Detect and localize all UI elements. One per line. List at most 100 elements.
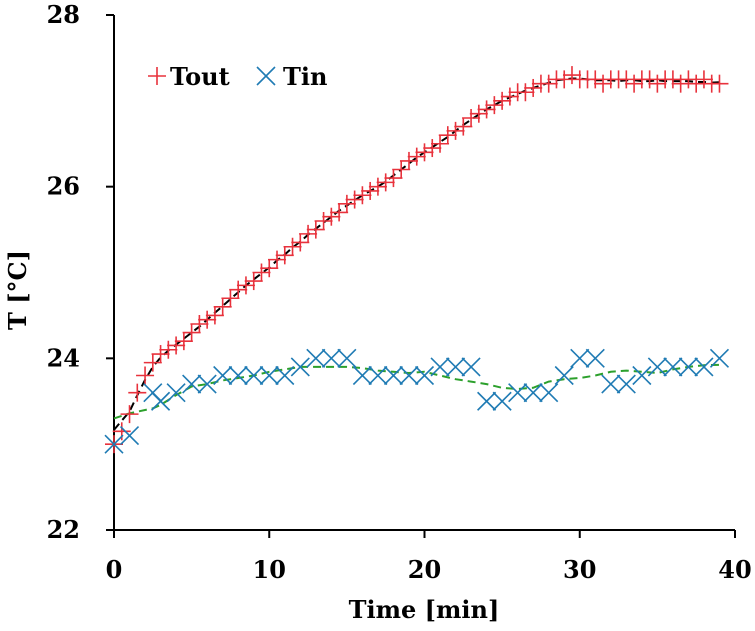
data-point-tout [353,186,372,205]
data-point-tout [399,151,418,170]
data-point-tin [477,391,497,411]
trend-line-tout [113,77,720,431]
data-point-tout [500,87,519,106]
data-point-tin [104,434,124,454]
data-point-tout [679,70,698,89]
x-tick-label: 30 [563,555,596,584]
data-point-tout [306,220,325,239]
data-point-tout [594,74,613,93]
data-point-tout [252,263,271,282]
data-point-tout [299,224,318,243]
data-point-tout [392,160,411,179]
legend-label-tin: Tin [283,62,327,91]
data-point-tout [524,78,543,97]
legend-marker-tout [148,67,166,85]
data-point-tout [136,366,155,385]
data-point-tin [182,374,202,394]
data-point-tout [229,280,248,299]
data-markers [104,66,730,454]
y-tick-label: 26 [47,172,80,201]
data-point-tin [290,357,310,377]
data-point-tout [345,190,364,209]
data-point-tout [151,345,170,364]
data-point-tin [445,357,466,377]
data-point-tout [516,83,535,102]
data-point-tout [337,194,356,213]
data-point-tin [616,374,636,394]
data-point-tin [321,348,341,368]
x-tick-label: 20 [408,555,441,584]
legend-label-tout: Tout [170,62,230,91]
data-point-tin [275,365,295,386]
x-axis-title: Time [min] [349,595,500,624]
data-point-tout [454,117,473,136]
data-point-tout [663,70,682,89]
data-point-tout [322,207,341,226]
data-point-tout [167,336,186,355]
data-point-tout [330,203,349,222]
data-point-tout [236,276,255,295]
data-point-tout [671,74,690,93]
data-point-tin [678,357,698,377]
data-point-tout [198,310,217,329]
data-point-tout [205,306,224,325]
y-tick-label: 22 [47,515,80,544]
trend-line-tin [113,363,720,420]
data-point-tin [554,365,574,386]
data-point-tout [384,169,403,188]
y-tick-label: 28 [47,0,80,29]
data-point-tin [414,365,435,386]
data-point-tin [492,391,512,411]
data-point-tout [221,289,240,308]
data-point-tin [352,365,372,386]
data-point-tin [694,357,714,377]
data-point-tout [694,70,713,89]
data-point-tin [461,357,481,377]
data-point-tout [283,237,302,256]
data-point-tin [383,365,404,386]
data-point-tout [539,74,558,93]
axes [106,14,736,538]
data-point-tout [555,70,574,89]
data-point-tin [166,383,186,403]
data-point-tout [423,139,442,158]
data-point-tin [368,365,388,386]
data-point-tout [260,259,279,278]
data-point-tin [306,348,326,368]
data-point-tout [485,96,504,115]
trend-lines [113,77,720,431]
legend-item-tout: Tout [148,62,230,91]
data-point-tin [539,383,559,403]
data-point-tin [151,391,171,411]
data-point-tout [562,66,581,85]
data-point-tout [438,126,457,145]
data-point-tout [182,323,201,342]
data-point-tout [159,340,178,359]
legend-marker-tin [256,66,276,86]
data-point-tout [493,91,512,110]
data-point-tin [213,365,233,386]
data-point-tout [648,74,667,93]
legend-symbol-tin [256,66,276,86]
data-point-tout [462,109,481,127]
legend-item-tin: Tin [256,62,327,91]
data-point-tin [399,365,419,386]
data-point-tin [197,374,217,394]
series-tin [104,348,730,454]
data-point-tout [120,405,139,424]
data-point-tout [244,272,263,291]
data-point-tin [632,365,652,386]
y-axis-title: T [°C] [3,250,32,330]
data-point-tout [617,70,636,89]
data-point-tout [361,181,380,200]
data-point-tout [314,212,333,230]
data-point-tout [174,332,193,351]
data-point-tout [268,250,287,269]
data-point-tout [469,104,488,123]
tick-labels: 0 10 20 30 40 22 24 26 28 [47,0,752,584]
data-point-tin [570,348,590,368]
x-tick-label: 10 [253,555,286,584]
legend-symbol-tout [148,67,166,85]
data-point-tin [647,357,667,377]
